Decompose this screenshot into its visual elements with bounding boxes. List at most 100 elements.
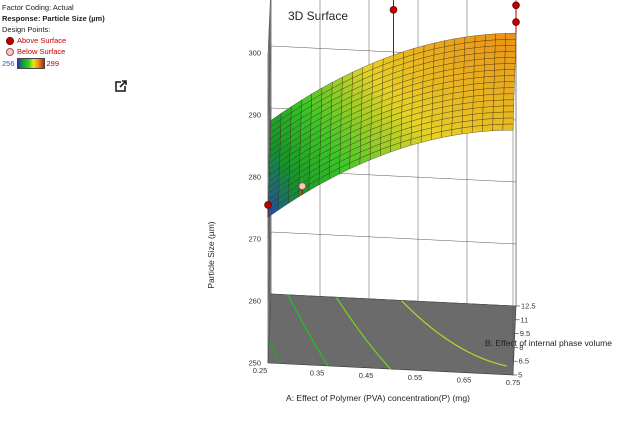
surface-cell — [492, 118, 504, 125]
legend: Factor Coding: Actual Response: Particle… — [2, 2, 105, 69]
surface-cell — [503, 93, 515, 101]
color-scale-min: 256 — [2, 59, 15, 68]
y-tick-label: 11 — [520, 315, 528, 324]
design-points-label: Design Points: — [2, 25, 51, 34]
x-tick-label: 0.65 — [457, 376, 472, 385]
surface-cell — [495, 39, 506, 47]
surface-cell — [503, 111, 514, 119]
x-axis-label: A: Effect of Polymer (PVA) concentration… — [286, 393, 470, 403]
contour-line — [335, 296, 391, 370]
y-tick-label: 8 — [519, 343, 523, 352]
surface-cell — [494, 57, 506, 65]
design-point-above — [512, 18, 520, 26]
surface-cell — [494, 45, 506, 53]
surface-cell — [494, 51, 506, 59]
side-wall-grid-line — [267, 231, 272, 302]
surface-cell — [482, 112, 494, 120]
surface-cell — [474, 34, 486, 42]
surface-cell — [494, 63, 506, 71]
surface-cell — [505, 39, 516, 46]
above-surface-label: Above Surface — [17, 36, 67, 45]
surface-cell — [461, 126, 473, 135]
surface-cell — [482, 118, 494, 126]
surface-cell — [484, 57, 495, 66]
y-tick-label: 5 — [518, 371, 522, 380]
surface-cell — [483, 88, 495, 96]
x-tick-label: 0.25 — [253, 366, 268, 375]
contour-line — [268, 340, 282, 364]
x-tick-label: 0.75 — [506, 378, 521, 387]
surface-cell — [505, 33, 517, 40]
contour-line — [287, 294, 329, 367]
surface-cell — [484, 45, 496, 53]
design-point-below — [298, 182, 307, 190]
y-axis-label: B: Effect of internal phase volume — [485, 338, 612, 348]
below-surface-label: Below Surface — [17, 47, 66, 56]
z-tick-label: 290 — [248, 111, 261, 120]
surface-cell — [494, 69, 505, 77]
back-wall-grid-line — [270, 293, 517, 307]
surface-cell — [483, 94, 494, 102]
surface-cell — [472, 119, 483, 127]
y-tick-label: 12.5 — [521, 302, 536, 311]
surface-cell — [492, 124, 504, 131]
floor-contour-plane — [267, 293, 517, 376]
color-scale-max: 299 — [46, 59, 60, 68]
z-tick-label: 260 — [248, 297, 261, 306]
legend-above-surface: Above Surface — [2, 35, 105, 46]
contour-line — [400, 299, 508, 367]
surface-cell — [474, 46, 486, 54]
surface-cell — [493, 93, 505, 101]
popout-icon[interactable] — [115, 80, 127, 92]
surface-cell — [493, 75, 505, 83]
surface-cell — [482, 124, 493, 132]
surface-cell — [472, 125, 483, 133]
surface-cell — [473, 76, 485, 85]
z-tick-label: 270 — [248, 235, 261, 244]
surface-cell — [484, 51, 496, 59]
surface-cell — [483, 76, 495, 84]
x-tick-label: 0.55 — [408, 373, 423, 382]
surface-cell — [484, 39, 496, 47]
surface-cell — [492, 105, 504, 113]
side-wall-grid-line — [267, 0, 271, 54]
y-tick-label: 6.5 — [519, 357, 529, 366]
x-tick-label: 0.45 — [359, 371, 374, 380]
color-scale-gradient — [16, 58, 45, 69]
legend-below-surface: Below Surface — [2, 46, 105, 57]
side-wall-grid-line — [267, 45, 272, 116]
surface-cell — [505, 45, 516, 52]
back-wall-grid-line — [270, 231, 517, 245]
y-tick-label: 9.5 — [520, 329, 530, 338]
z-axis-label: Particle Size (µm) — [206, 221, 216, 288]
z-tick-label: 250 — [248, 359, 261, 368]
surface-cell — [485, 33, 496, 41]
surface-cell — [483, 82, 495, 90]
surface-cell — [484, 63, 495, 72]
chart-title: 3D Surface — [287, 9, 349, 23]
design-point-above — [264, 201, 272, 209]
surface-cell — [504, 57, 516, 64]
design-point-above — [512, 1, 520, 10]
above-surface-marker-icon — [6, 36, 14, 45]
surface-cell — [503, 87, 515, 95]
surface-cell — [492, 111, 504, 119]
surface-cell — [493, 87, 505, 95]
surface-cell — [504, 63, 516, 70]
surface-cell — [493, 99, 504, 107]
surface-cell — [482, 106, 494, 114]
side-wall-grid-line — [267, 107, 272, 178]
surface-cell — [503, 105, 514, 113]
z-tick-label: 280 — [248, 173, 261, 182]
surface-cell — [473, 88, 484, 97]
x-tick-label: 0.35 — [310, 368, 325, 377]
surface-cell — [493, 81, 505, 89]
surface-cell — [495, 33, 506, 41]
surface-cell — [482, 100, 494, 108]
surface-cell — [502, 123, 514, 131]
side-wall-grid-line — [267, 293, 272, 364]
color-scale: 256 299 — [2, 58, 105, 69]
design-point-above — [389, 6, 398, 14]
surface-cell — [503, 99, 515, 107]
